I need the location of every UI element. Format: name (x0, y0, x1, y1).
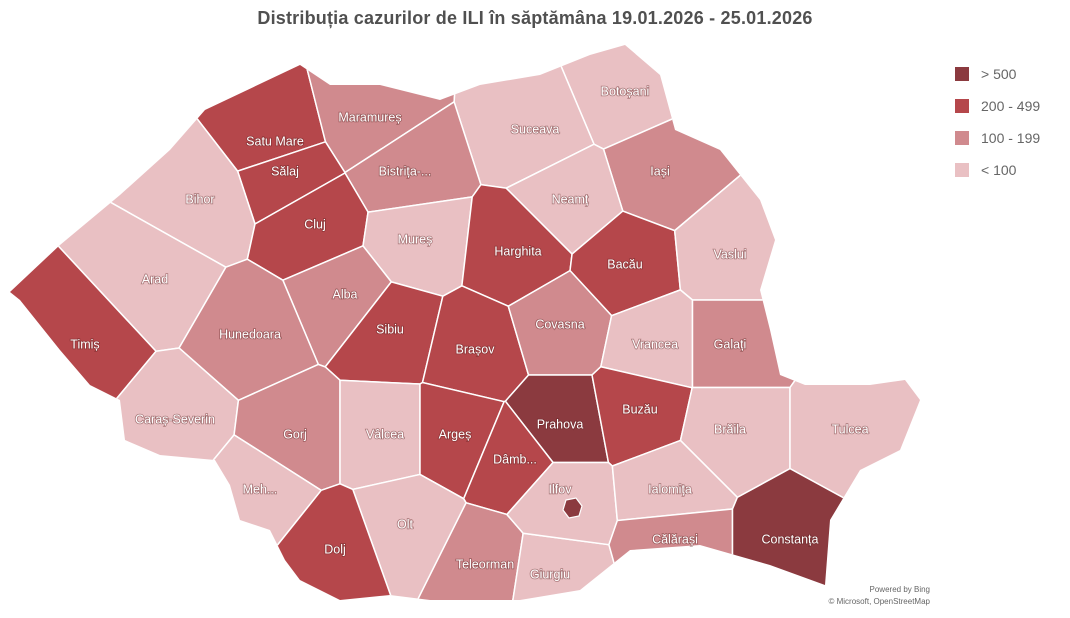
legend-swatch (955, 163, 969, 177)
county-label: Dâmb... (493, 452, 537, 466)
county-label: Hunedoara (219, 327, 281, 341)
county-label: Harghita (494, 244, 541, 258)
attribution-copyright: © Microsoft, OpenStreetMap (828, 597, 931, 606)
county-label: Cluj (304, 217, 326, 231)
county-label: Satu Mare (246, 134, 304, 148)
county-label: Olt (397, 517, 414, 531)
county-label: Gorj (283, 427, 307, 441)
county-label: Neamț (552, 192, 589, 206)
county-label: Vaslui (713, 247, 746, 261)
legend-item-200-499: 200 - 499 (955, 90, 1040, 122)
map-attribution: Powered by Bing © Microsoft, OpenStreetM… (780, 584, 931, 608)
county-label: Bacău (607, 257, 642, 271)
legend-label: 100 - 199 (981, 130, 1041, 146)
county-label: Ialomița (648, 482, 692, 496)
county-label: Brașov (456, 342, 496, 356)
attribution-powered-by: Powered by Bing (869, 585, 930, 594)
county-label: Vâlcea (366, 427, 404, 441)
county-label: Bihor (185, 192, 214, 206)
legend-item-100-199: 100 - 199 (955, 122, 1040, 154)
county-label: Timiș (70, 337, 99, 351)
county-label: Călărași (652, 532, 698, 546)
legend-label: > 500 (981, 66, 1017, 82)
county-label: Mureș (398, 232, 433, 246)
county-tulcea[interactable] (789, 149, 1070, 618)
county-label: Ilfov (549, 482, 573, 496)
county-label: Dolj (324, 542, 346, 556)
county-label: Meh... (243, 482, 278, 496)
county-botoșani[interactable] (532, 0, 944, 150)
county-label: Galați (714, 337, 747, 351)
county-label: Tulcea (831, 422, 868, 436)
legend-swatch (955, 99, 969, 113)
county-label: Teleorman (456, 557, 514, 571)
county-label: Botoșani (601, 84, 650, 98)
county-label: Sălaj (271, 164, 299, 178)
county-călărași[interactable] (608, 508, 734, 618)
county-label: Giurgiu (530, 567, 570, 581)
county-label: Brăila (714, 422, 746, 436)
legend-item-gt500: > 500 (955, 58, 1040, 90)
county-label: Iași (650, 164, 669, 178)
county-label: Covasna (535, 317, 584, 331)
county-bucuresti[interactable] (562, 497, 583, 519)
legend-swatch (955, 67, 969, 81)
legend-swatch (955, 131, 969, 145)
legend-label: 200 - 499 (981, 98, 1041, 114)
county-label: Arad (142, 272, 168, 286)
county-label: Caraș-Severin (135, 412, 215, 426)
legend-item-lt100: < 100 (955, 154, 1040, 186)
legend-label: < 100 (981, 162, 1017, 178)
county-label: Argeș (439, 427, 472, 441)
county-label: Vrancea (632, 337, 678, 351)
map-title: Distribuția cazurilor de ILI în săptămân… (257, 8, 813, 28)
county-label: Buzău (622, 402, 657, 416)
county-label: Sibiu (376, 322, 404, 336)
county-label: Constanța (762, 532, 819, 546)
county-label: Maramureș (338, 110, 401, 124)
county-label: Suceava (511, 122, 560, 136)
county-label: Alba (332, 287, 357, 301)
county-label: Prahova (537, 417, 584, 431)
county-label: Bistrița-... (379, 164, 432, 178)
legend: > 500 200 - 499 100 - 199 < 100 (955, 58, 1040, 186)
